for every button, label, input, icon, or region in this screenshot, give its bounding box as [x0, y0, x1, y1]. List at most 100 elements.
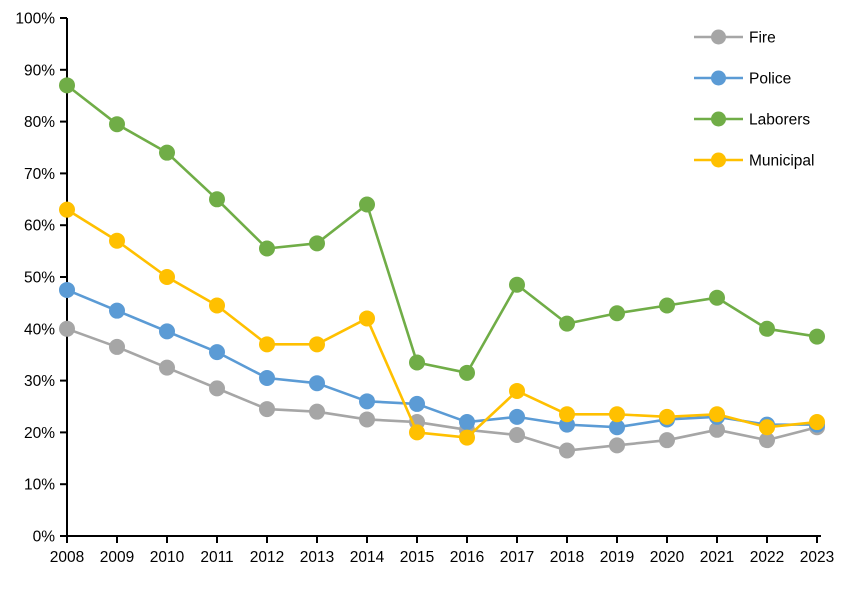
legend-label: Fire: [749, 30, 776, 47]
data-point-municipal-2019: [609, 406, 625, 423]
data-point-laborers-2008: [59, 77, 75, 94]
data-point-laborers-2023: [809, 328, 825, 345]
data-point-laborers-2011: [209, 191, 225, 208]
legend-label: Police: [749, 71, 791, 88]
data-point-laborers-2017: [509, 276, 525, 293]
x-tick-label: 2009: [100, 549, 134, 566]
data-point-fire-2014: [359, 411, 375, 428]
series-laborers: [59, 77, 825, 381]
legend-item-police: Police: [694, 70, 791, 88]
data-point-fire-2019: [609, 437, 625, 454]
y-tick-label: 70%: [24, 166, 55, 183]
data-point-laborers-2012: [259, 240, 275, 257]
series-line-police: [66, 288, 817, 429]
legend-marker-icon: [711, 70, 726, 86]
x-tick-label: 2013: [300, 549, 334, 566]
x-tick-label: 2018: [550, 549, 584, 566]
x-tick-label: 2019: [600, 549, 634, 566]
data-point-laborers-2015: [409, 354, 425, 371]
data-point-municipal-2010: [159, 269, 175, 285]
data-point-police-2010: [159, 323, 175, 340]
x-tick-label: 2021: [700, 549, 734, 566]
data-point-municipal-2023: [809, 414, 825, 431]
data-point-municipal-2016: [459, 429, 475, 446]
y-tick-label: 30%: [24, 373, 55, 390]
x-tick-label: 2014: [350, 549, 385, 566]
data-point-laborers-2022: [759, 320, 775, 337]
legend-marker-icon: [711, 29, 726, 45]
data-point-laborers-2013: [309, 235, 325, 252]
data-point-municipal-2009: [109, 232, 125, 249]
y-tick-label: 90%: [24, 62, 55, 79]
series-municipal: [59, 201, 825, 446]
x-tick-label: 2020: [650, 549, 685, 566]
data-point-fire-2008: [59, 320, 75, 337]
data-point-municipal-2017: [509, 382, 525, 399]
legend-label: Laborers: [749, 112, 810, 129]
data-point-police-2011: [209, 344, 225, 361]
data-point-laborers-2009: [109, 116, 125, 133]
x-tick-label: 2011: [200, 549, 233, 566]
data-point-laborers-2018: [559, 315, 575, 332]
data-point-police-2015: [409, 395, 425, 412]
legend-item-fire: Fire: [694, 29, 776, 47]
data-point-police-2017: [509, 408, 525, 425]
data-point-fire-2021: [709, 421, 725, 438]
data-point-police-2008: [59, 281, 75, 298]
legend-marker-icon: [711, 152, 726, 168]
legend-item-municipal: Municipal: [694, 152, 814, 170]
x-tick-label: 2010: [150, 549, 185, 566]
data-point-fire-2011: [209, 380, 225, 397]
y-tick-label: 0%: [33, 529, 56, 546]
data-point-fire-2013: [309, 403, 325, 420]
x-tick-label: 2015: [400, 549, 434, 566]
data-point-fire-2009: [109, 338, 125, 355]
series-line-fire: [66, 327, 818, 452]
x-tick-label: 2022: [750, 549, 784, 566]
axes: 0% 10% 20% 30% 40% 50% 60% 70% 80% 90% 100% 2008 200…: [15, 11, 834, 567]
y-tick-label: 80%: [24, 114, 55, 131]
data-point-police-2013: [309, 375, 325, 392]
y-tick-label: 20%: [24, 425, 55, 442]
series-line-municipal: [66, 208, 818, 439]
data-point-laborers-2019: [609, 305, 625, 322]
y-tick-label: 50%: [24, 270, 55, 287]
x-tick-label: 2012: [250, 549, 284, 566]
y-tick-label: 100%: [15, 11, 55, 28]
legend-marker-icon: [711, 111, 726, 127]
data-point-municipal-2022: [759, 419, 775, 436]
data-point-municipal-2018: [559, 406, 575, 423]
data-point-laborers-2014: [359, 196, 375, 213]
data-point-municipal-2015: [409, 424, 425, 441]
series-line-laborers: [66, 84, 818, 375]
x-tick-label: 2008: [50, 549, 84, 566]
data-point-municipal-2020: [659, 408, 675, 425]
data-point-municipal-2008: [59, 201, 75, 218]
y-tick-label: 40%: [24, 321, 55, 338]
legend-item-laborers: Laborers: [694, 111, 810, 129]
data-point-police-2016: [459, 414, 475, 431]
y-tick-label: 60%: [24, 218, 55, 235]
data-point-municipal-2012: [259, 336, 275, 353]
data-point-police-2019: [609, 419, 625, 436]
x-tick-label: 2017: [500, 549, 534, 566]
data-point-laborers-2020: [659, 297, 675, 314]
data-point-fire-2017: [509, 426, 525, 443]
legend: Fire Police Laborers Municipal: [694, 29, 814, 170]
data-point-police-2012: [259, 370, 275, 387]
data-point-fire-2012: [259, 401, 275, 418]
data-point-municipal-2013: [309, 336, 325, 353]
series-fire: [59, 320, 825, 459]
data-point-municipal-2011: [209, 297, 225, 314]
x-tick-label: 2023: [800, 549, 834, 566]
y-tick-label: 10%: [24, 477, 55, 494]
data-point-fire-2022: [759, 432, 775, 449]
data-point-police-2009: [109, 302, 125, 319]
data-point-municipal-2021: [709, 406, 725, 423]
legend-label: Municipal: [749, 153, 814, 170]
x-tick-label: 2016: [450, 549, 484, 566]
data-point-police-2014: [359, 393, 375, 410]
data-point-laborers-2016: [459, 364, 475, 381]
